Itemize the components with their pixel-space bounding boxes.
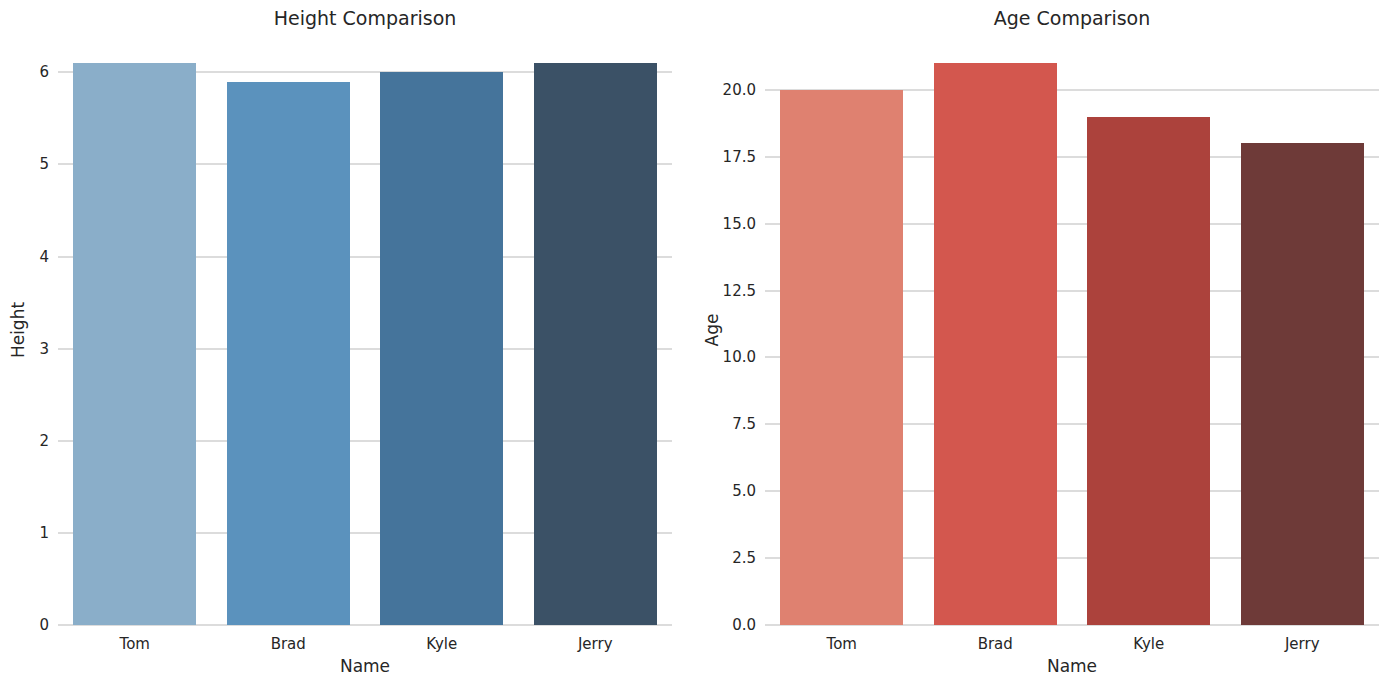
y-tick-label: 3: [0, 339, 49, 359]
y-tick-label: 2: [0, 431, 49, 451]
figure: Height Comparison Height Name 0123456Tom…: [0, 0, 1389, 690]
bar-jerry: [1241, 143, 1364, 625]
y-tick-label: 10.0: [666, 347, 756, 367]
bar-brad: [934, 63, 1057, 625]
plot-area: 0.0 2.5 5.0 7.5 10.0 12.5 15.0 17.5 20.0 Tom Brad K…: [0, 0, 1389, 690]
x-tick-label: Kyle: [1079, 634, 1219, 654]
bar-tom: [780, 90, 903, 625]
y-tick-label: 0.0: [666, 615, 756, 635]
y-tick-label: 5.0: [666, 481, 756, 501]
y-tick-label: 6: [0, 62, 49, 82]
y-tick-label: 1: [0, 523, 49, 543]
x-tick-label: Jerry: [525, 634, 665, 654]
y-tick-label: 0: [0, 615, 49, 635]
x-tick-label: Jerry: [1232, 634, 1372, 654]
y-tick-label: 12.5: [666, 281, 756, 301]
bar-tom: [73, 63, 196, 625]
x-tick-label: Tom: [65, 634, 205, 654]
x-tick-label: Brad: [925, 634, 1065, 654]
bar-kyle: [1087, 117, 1210, 625]
x-tick-label: Brad: [218, 634, 358, 654]
x-tick-label: Kyle: [372, 634, 512, 654]
y-tick-label: 15.0: [666, 214, 756, 234]
y-tick-label: 2.5: [666, 548, 756, 568]
bar-kyle: [380, 72, 503, 625]
bar-brad: [227, 82, 350, 625]
bar-jerry: [534, 63, 657, 625]
chart-panel-age: Age Comparison Age Name 0.02.55.07.510.0…: [0, 0, 1389, 690]
y-tick-label: 5: [0, 154, 49, 174]
y-tick-label: 17.5: [666, 147, 756, 167]
y-tick-label: 4: [0, 247, 49, 267]
y-tick-label: 7.5: [666, 414, 756, 434]
y-tick-label: 20.0: [666, 80, 756, 100]
x-tick-label: Tom: [772, 634, 912, 654]
